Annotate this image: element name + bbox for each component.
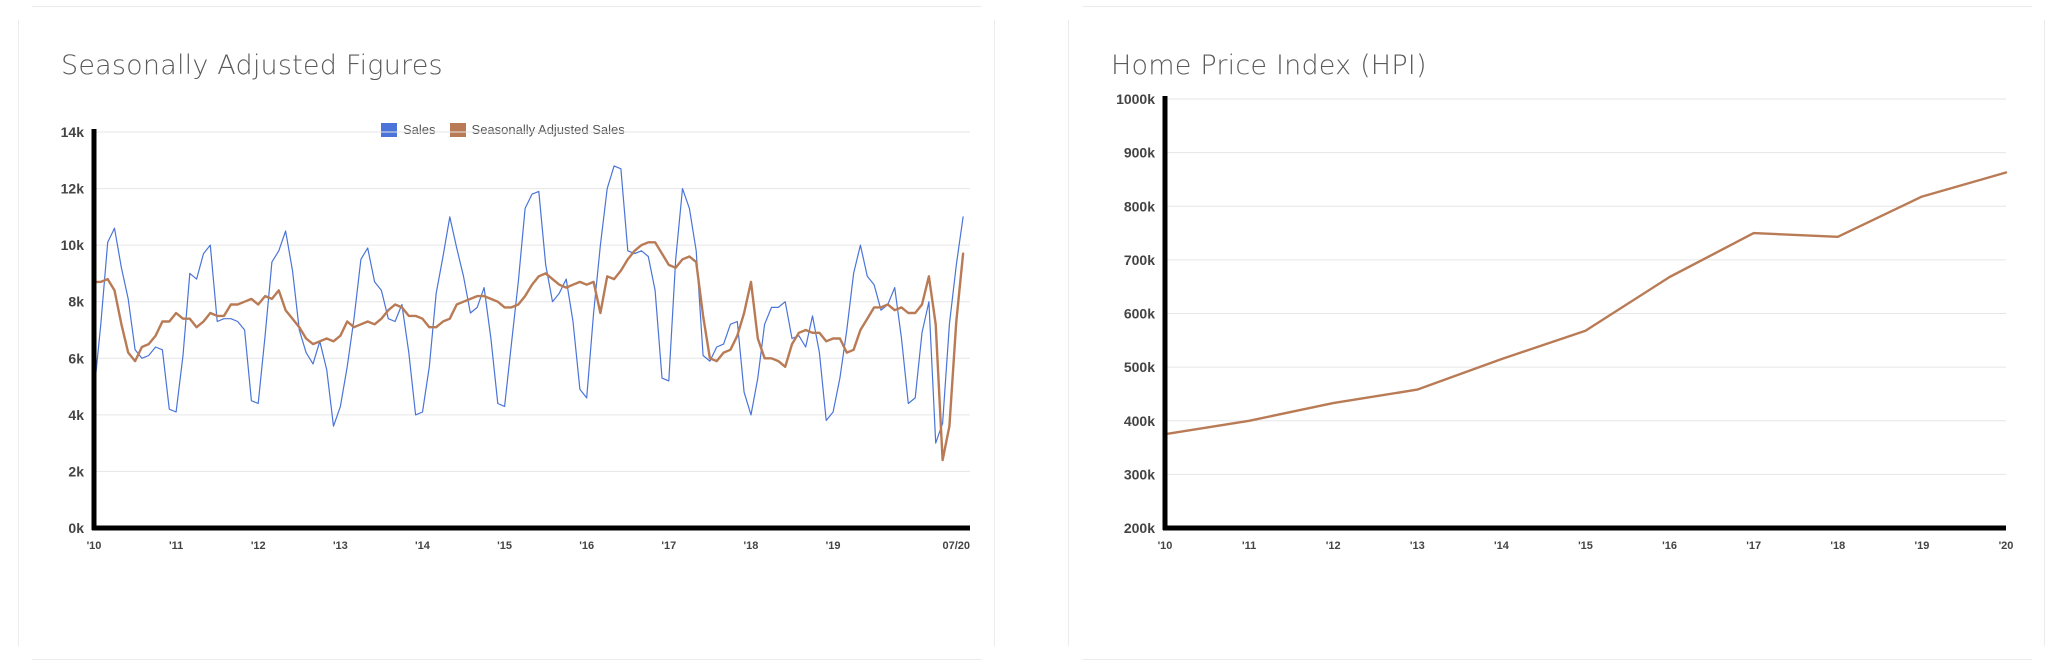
x-tick-label-14: '14 — [415, 540, 431, 552]
card-title: Home Price Index (HPI) — [1111, 50, 1427, 81]
x-tick-label-17: '17 — [661, 540, 676, 552]
y-tick-label-12k: 12k — [61, 181, 85, 197]
y-tick-label-300k: 300k — [1124, 466, 1155, 482]
y-tick-labels: 200k 300k 400k 500k 600k 700k 800k 900k 1000k — [1116, 91, 1155, 536]
x-tick-label-19: '19 — [826, 540, 841, 552]
seasonally-adjusted-card: Seasonally Adjusted Figures Sales Season… — [18, 20, 995, 646]
x-tick-label-11: '11 — [1242, 540, 1256, 552]
series-lines — [92, 165, 965, 462]
x-tick-label-16: '16 — [1662, 540, 1677, 552]
y-tick-label-4k: 4k — [68, 407, 84, 423]
x-tick-label-12: '12 — [251, 540, 266, 552]
y-tick-label-1000k: 1000k — [1116, 91, 1155, 107]
x-tick-label-16: '16 — [579, 540, 594, 552]
x-tick-label-10: '10 — [1158, 540, 1173, 552]
y-tick-label-10k: 10k — [61, 237, 85, 253]
x-tick-label-15: '15 — [497, 540, 512, 552]
y-tick-label-200k: 200k — [1124, 520, 1155, 536]
top-divider-right — [1082, 6, 2032, 7]
y-tick-label-700k: 700k — [1124, 252, 1155, 268]
y-tick-label-500k: 500k — [1124, 359, 1155, 375]
series-line-sales — [93, 165, 964, 444]
axes — [91, 129, 970, 531]
y-tick-label-900k: 900k — [1124, 145, 1155, 161]
x-tick-label-20: '20 — [1999, 540, 2014, 552]
x-tick-label-18: '18 — [744, 540, 759, 552]
series-line-seasonally-adjusted-sales — [92, 241, 965, 462]
y-tick-label-800k: 800k — [1124, 198, 1155, 214]
x-tick-labels: '10 '11 '12 '13 '14 '15 '16 '17 '18 '19 '20 — [1158, 540, 2014, 552]
x-tick-labels: '10 '11 '12 '13 '14 '15 '16 '17 '18 '19 07/20 — [87, 540, 970, 552]
axes — [1162, 96, 2006, 531]
x-tick-label-11: '11 — [169, 540, 183, 552]
series-line-hpi — [1163, 171, 2008, 436]
y-tick-label-600k: 600k — [1124, 306, 1155, 322]
y-tick-label-14k: 14k — [61, 124, 85, 140]
legend-item-sales[interactable]: Sales — [381, 122, 436, 137]
x-tick-label-10: '10 — [87, 540, 102, 552]
bottom-divider-right — [1082, 659, 2032, 660]
grid-lines — [1165, 98, 2006, 475]
series-lines — [1163, 171, 2008, 436]
y-tick-label-400k: 400k — [1124, 413, 1155, 429]
x-tick-label-12: '12 — [1326, 540, 1341, 552]
hpi-card: Home Price Index (HPI) 200k 300k 400k 500k 6… — [1068, 20, 2045, 646]
x-tick-label-07-20: 07/20 — [943, 540, 971, 552]
y-tick-labels: 0k 2k 4k 6k 8k 10k 12k 14k — [61, 124, 85, 536]
y-tick-label-8k: 8k — [68, 294, 84, 310]
y-tick-label-0k: 0k — [68, 520, 84, 536]
x-tick-label-14: '14 — [1494, 540, 1510, 552]
chart-legend: Sales Seasonally Adjusted Sales — [381, 122, 625, 137]
legend-label-adjusted: Seasonally Adjusted Sales — [471, 122, 625, 137]
card-title: Seasonally Adjusted Figures — [61, 50, 443, 81]
hpi-chart: 200k 300k 400k 500k 600k 700k 800k 900k 1000k '1… — [1116, 91, 2014, 552]
legend-label-sales: Sales — [403, 122, 436, 137]
x-tick-label-17: '17 — [1746, 540, 1761, 552]
x-tick-label-19: '19 — [1914, 540, 1929, 552]
legend-item-adjusted[interactable]: Seasonally Adjusted Sales — [449, 122, 625, 137]
legend-swatch-adjusted — [449, 122, 466, 137]
top-divider-left — [32, 6, 982, 7]
x-tick-label-15: '15 — [1578, 540, 1593, 552]
x-tick-label-13: '13 — [333, 540, 348, 552]
y-tick-label-2k: 2k — [68, 463, 84, 479]
grid-lines — [94, 131, 970, 472]
x-tick-label-13: '13 — [1410, 540, 1425, 552]
bottom-divider-left — [32, 659, 982, 660]
y-tick-label-6k: 6k — [68, 350, 84, 366]
x-tick-label-18: '18 — [1830, 540, 1845, 552]
legend-swatch-sales — [381, 122, 397, 137]
